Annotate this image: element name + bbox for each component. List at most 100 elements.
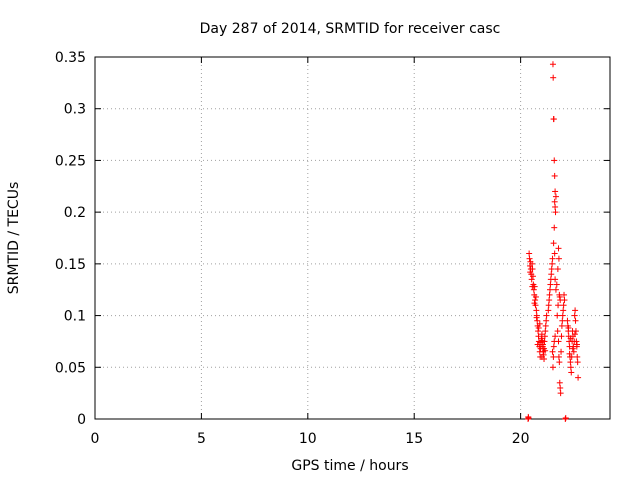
data-point — [569, 345, 576, 352]
data-point — [550, 343, 557, 350]
data-point — [562, 414, 569, 421]
y-tick-label: 0.05 — [55, 360, 86, 376]
data-point — [542, 322, 549, 329]
data-point — [533, 307, 540, 314]
data-point — [549, 61, 556, 68]
data-point — [550, 116, 557, 123]
data-point — [551, 224, 558, 231]
data-point — [546, 297, 553, 304]
data-point — [559, 317, 566, 324]
data-point — [561, 291, 568, 298]
data-point — [543, 317, 550, 324]
data-point — [558, 348, 565, 355]
data-point — [525, 414, 532, 421]
data-point — [557, 390, 564, 397]
data-point — [553, 281, 560, 288]
data-point — [527, 269, 534, 276]
data-point — [529, 273, 536, 280]
data-point — [546, 291, 553, 298]
data-point — [535, 328, 542, 335]
data-point — [549, 255, 556, 262]
data-point — [531, 300, 538, 307]
data-point — [571, 312, 578, 319]
plot-frame — [94, 56, 611, 420]
data-point — [552, 286, 559, 293]
data-point — [541, 356, 548, 363]
data-point — [530, 286, 537, 293]
data-point — [568, 369, 575, 376]
data-point — [554, 266, 561, 273]
data-point — [552, 333, 559, 340]
data-point — [558, 333, 565, 340]
data-point — [561, 297, 568, 304]
data-point — [554, 312, 561, 319]
data-point — [568, 353, 575, 360]
data-point — [552, 193, 559, 200]
data-point — [550, 240, 557, 247]
data-point — [555, 245, 562, 252]
data-point — [552, 209, 559, 216]
x-tick-label: 20 — [512, 431, 530, 447]
y-tick-label: 0 — [77, 412, 86, 428]
y-axis-label: SRMTID / TECUs — [6, 182, 22, 295]
chart-title: Day 287 of 2014, SRMTID for receiver cas… — [200, 21, 501, 37]
data-point — [534, 341, 541, 348]
data-point — [572, 317, 579, 324]
y-tick-label: 0.3 — [64, 102, 86, 118]
data-point — [528, 276, 535, 283]
grid — [95, 57, 610, 419]
data-point — [575, 374, 582, 381]
data-point — [549, 260, 556, 267]
data-point — [547, 281, 554, 288]
data-point — [539, 341, 546, 348]
data-point — [567, 364, 574, 371]
data-point — [560, 307, 567, 314]
data-point — [548, 266, 555, 273]
data-point — [551, 250, 558, 257]
x-tick-label: 5 — [197, 431, 206, 447]
data-point — [573, 338, 580, 345]
data-point — [564, 317, 571, 324]
data-point — [572, 328, 579, 335]
data-point — [526, 255, 533, 262]
data-point — [574, 341, 581, 348]
data-point — [558, 322, 565, 329]
data-point — [532, 293, 539, 300]
data-point — [529, 260, 536, 267]
y-tick-label: 0.2 — [64, 205, 86, 221]
data-point — [566, 350, 573, 357]
data-point — [574, 353, 581, 360]
data-point — [552, 203, 559, 210]
series-srmtid — [525, 61, 582, 422]
y-tick-label: 0.1 — [64, 309, 86, 325]
data-point — [555, 255, 562, 262]
data-point — [552, 276, 559, 283]
data-point — [551, 157, 558, 164]
data-point — [552, 188, 559, 195]
data-point — [534, 317, 541, 324]
data-point — [554, 328, 561, 335]
data-point — [542, 347, 549, 354]
data-point — [551, 338, 558, 345]
x-tick-label: 15 — [405, 431, 423, 447]
data-point — [549, 348, 556, 355]
data-point — [543, 312, 550, 319]
x-axis-label: GPS time / hours — [291, 458, 408, 474]
data-point — [570, 348, 577, 355]
data-point — [551, 172, 558, 179]
data-point — [550, 74, 557, 81]
data-point — [565, 324, 572, 331]
data-point — [529, 266, 536, 273]
data-point — [567, 335, 574, 342]
data-point — [542, 328, 549, 335]
x-tick-label: 10 — [299, 431, 317, 447]
data-point — [550, 353, 557, 360]
data-point — [555, 302, 562, 309]
y-tick-label: 0.35 — [55, 50, 86, 66]
data-point — [529, 283, 536, 290]
data-point — [572, 307, 579, 314]
data-point — [574, 359, 581, 366]
data-point — [567, 359, 574, 366]
data-point — [548, 271, 555, 278]
